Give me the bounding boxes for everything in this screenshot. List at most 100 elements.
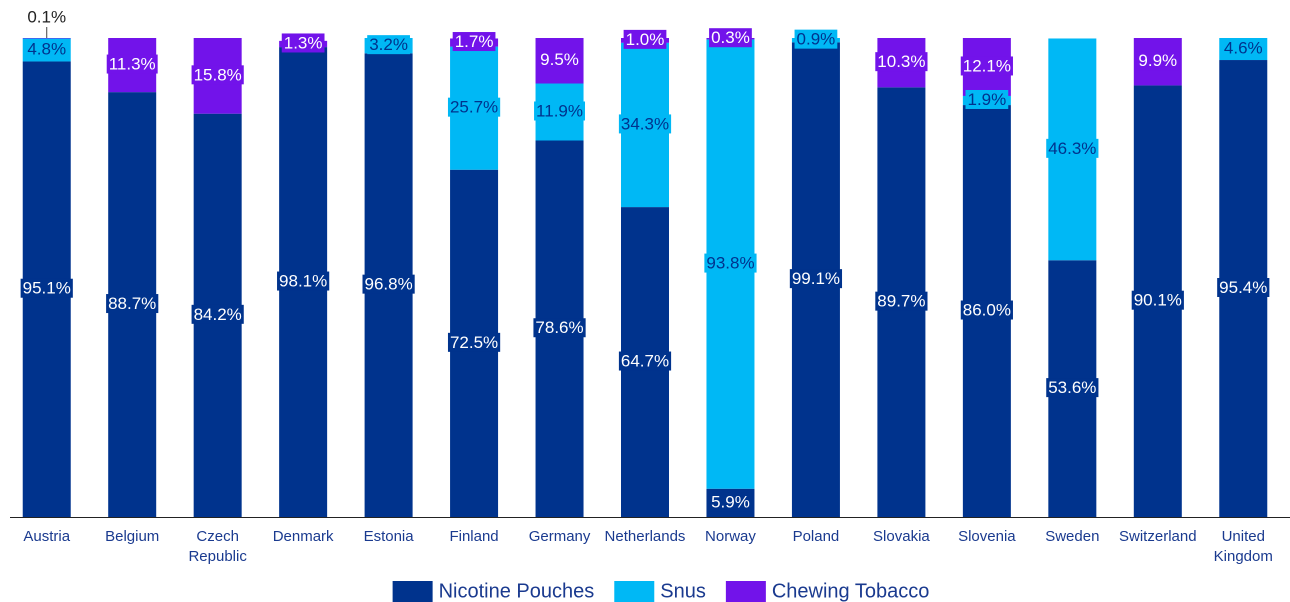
x-tick-label: Norway bbox=[705, 528, 756, 545]
x-tick-label: Slovenia bbox=[958, 528, 1016, 545]
data-label-box bbox=[277, 271, 330, 291]
data-label: 1.0% bbox=[623, 29, 667, 49]
legend-label: Snus bbox=[660, 580, 706, 602]
data-label: 99.1% bbox=[789, 269, 843, 289]
x-tick-label: Switzerland bbox=[1119, 528, 1197, 545]
x-tick-label: Estonia bbox=[364, 528, 415, 545]
data-label-box bbox=[452, 32, 496, 52]
data-label-text: 12.1% bbox=[963, 56, 1011, 75]
data-label-box bbox=[25, 39, 69, 59]
data-label-box bbox=[447, 97, 501, 117]
data-label-text: 11.3% bbox=[109, 55, 156, 74]
data-label-text: 9.9% bbox=[1138, 51, 1177, 70]
legend-swatch bbox=[725, 581, 766, 602]
data-label: 4.6% bbox=[1221, 38, 1265, 58]
data-label-text: 95.1% bbox=[23, 279, 71, 298]
data-label-box bbox=[618, 114, 672, 134]
data-label: 0.9% bbox=[794, 29, 838, 49]
data-label-box bbox=[1221, 38, 1265, 58]
data-label-text: 46.3% bbox=[1048, 139, 1096, 158]
data-label-text: 0.9% bbox=[797, 30, 836, 49]
data-label-box bbox=[704, 253, 757, 273]
data-label-box bbox=[875, 52, 928, 72]
data-label-text: 88.7% bbox=[108, 294, 156, 313]
data-label-text: 3.2% bbox=[369, 35, 408, 54]
data-label: 12.1% bbox=[960, 56, 1013, 76]
data-label-box bbox=[794, 29, 838, 49]
data-label-box bbox=[1046, 138, 1099, 158]
x-tick-label: Poland bbox=[793, 528, 840, 545]
data-label-text: 90.1% bbox=[1134, 291, 1182, 310]
data-label-box bbox=[533, 318, 586, 338]
data-label: 0.3% bbox=[709, 28, 752, 48]
data-label-box bbox=[709, 492, 752, 512]
data-label: 11.3% bbox=[106, 54, 158, 74]
data-label-box bbox=[1217, 278, 1270, 298]
data-label-box bbox=[106, 54, 158, 74]
legend-item: Nicotine Pouches bbox=[392, 580, 595, 602]
data-label-box bbox=[875, 291, 928, 311]
data-label: 96.8% bbox=[362, 274, 415, 294]
legend-label: Chewing Tobacco bbox=[772, 580, 930, 602]
data-label-text: 98.1% bbox=[279, 272, 327, 291]
data-label-box bbox=[362, 274, 415, 294]
data-label: 25.7% bbox=[447, 97, 501, 117]
data-label-text: 93.8% bbox=[706, 254, 754, 273]
data-label: 78.6% bbox=[533, 318, 586, 338]
data-label-text: 99.1% bbox=[792, 269, 840, 288]
data-label-box bbox=[191, 304, 244, 324]
data-label: 72.5% bbox=[447, 332, 501, 352]
data-label-box bbox=[623, 29, 667, 49]
legend-item: Chewing Tobacco bbox=[725, 580, 930, 602]
data-label: 9.9% bbox=[1136, 51, 1180, 71]
data-label-box bbox=[281, 33, 325, 53]
data-label: 98.1% bbox=[277, 271, 330, 291]
data-label-box bbox=[538, 50, 581, 70]
data-label-text: 0.1% bbox=[27, 7, 66, 26]
data-label-text: 0.3% bbox=[711, 28, 750, 47]
data-label: 53.6% bbox=[1046, 378, 1099, 398]
data-label-text: 10.3% bbox=[877, 52, 925, 71]
data-label-box bbox=[367, 35, 410, 55]
legend-label: Nicotine Pouches bbox=[439, 580, 595, 602]
data-label-box bbox=[1046, 378, 1099, 398]
data-label-text: 25.7% bbox=[450, 98, 498, 117]
data-label: 95.4% bbox=[1217, 278, 1270, 298]
x-tick-label: Belgium bbox=[105, 528, 159, 545]
data-label: 93.8% bbox=[704, 253, 757, 273]
legend: Nicotine Pouches Snus Chewing Tobacco bbox=[392, 580, 930, 602]
data-label-text: 1.7% bbox=[455, 32, 494, 51]
data-label-text: 1.0% bbox=[626, 30, 665, 49]
data-label-text: 1.3% bbox=[284, 33, 323, 52]
data-label: 0.1% bbox=[27, 7, 66, 38]
data-label-text: 96.8% bbox=[364, 275, 412, 294]
data-label-box bbox=[106, 294, 159, 314]
data-label: 88.7% bbox=[106, 294, 159, 314]
data-label: 64.7% bbox=[618, 351, 672, 371]
data-label-box bbox=[20, 278, 73, 298]
data-label-box bbox=[1136, 51, 1180, 71]
data-label-box bbox=[534, 101, 586, 121]
data-label-text: 9.5% bbox=[540, 50, 579, 69]
data-label-text: 15.8% bbox=[194, 65, 242, 84]
legend-swatch bbox=[392, 581, 433, 602]
x-tick-label: Czech Republic bbox=[188, 528, 247, 565]
data-label-box bbox=[1131, 290, 1184, 310]
data-label-box bbox=[960, 56, 1013, 76]
data-label-text: 4.6% bbox=[1224, 39, 1263, 58]
data-label-box bbox=[709, 28, 752, 48]
x-tick-label: Austria bbox=[23, 528, 70, 545]
data-label: 15.8% bbox=[191, 65, 244, 85]
data-label-text: 5.9% bbox=[711, 492, 750, 511]
data-label: 46.3% bbox=[1046, 138, 1099, 158]
x-tick-label: Finland bbox=[449, 528, 498, 545]
data-label: 1.7% bbox=[452, 32, 496, 52]
data-label-text: 53.6% bbox=[1048, 378, 1096, 397]
data-label: 5.9% bbox=[709, 492, 752, 512]
x-tick-label: Germany bbox=[529, 528, 591, 545]
data-label-text: 64.7% bbox=[621, 352, 669, 371]
data-label: 3.2% bbox=[367, 35, 410, 55]
data-label: 84.2% bbox=[191, 304, 244, 324]
